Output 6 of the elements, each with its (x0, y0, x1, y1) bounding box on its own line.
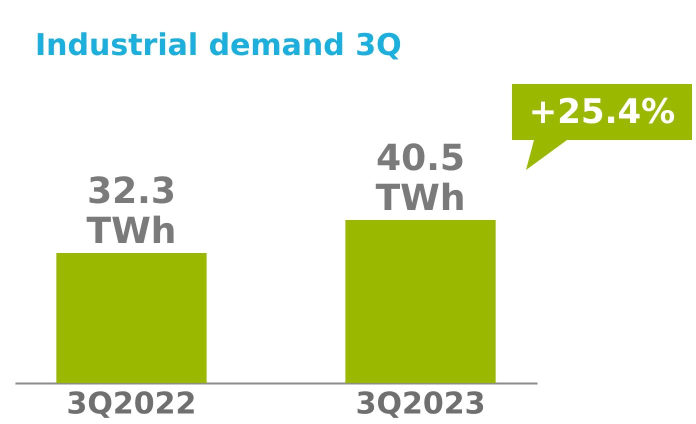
chart-title: Industrial demand 3Q (35, 28, 402, 64)
data-label: 40.5 TWh (376, 138, 466, 219)
data-label: 32.3 TWh (86, 171, 176, 252)
x-tick-label: 3Q2023 (356, 386, 486, 422)
x-tick-label: 3Q2022 (66, 386, 196, 422)
text: +25.4% (528, 91, 676, 134)
